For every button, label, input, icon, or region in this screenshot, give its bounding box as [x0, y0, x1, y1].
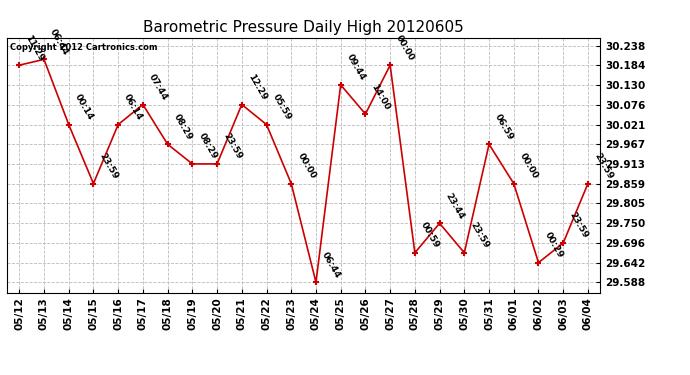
Text: 00:00: 00:00 [518, 152, 540, 181]
Text: 00:00: 00:00 [394, 33, 416, 62]
Text: 00:14: 00:14 [73, 93, 95, 122]
Text: Copyright 2012 Cartronics.com: Copyright 2012 Cartronics.com [10, 43, 157, 52]
Text: 08:29: 08:29 [197, 132, 219, 161]
Text: 06:44: 06:44 [48, 27, 70, 57]
Text: 23:59: 23:59 [469, 220, 491, 250]
Text: 06:44: 06:44 [320, 250, 342, 279]
Text: 08:29: 08:29 [172, 112, 194, 141]
Text: 23:59: 23:59 [221, 132, 244, 161]
Title: Barometric Pressure Daily High 20120605: Barometric Pressure Daily High 20120605 [144, 20, 464, 35]
Text: 23:44: 23:44 [444, 191, 466, 220]
Text: 07:44: 07:44 [147, 72, 169, 102]
Text: 09:44: 09:44 [345, 53, 367, 82]
Text: 00:29: 00:29 [542, 231, 564, 260]
Text: 14:00: 14:00 [370, 82, 392, 111]
Text: 06:14: 06:14 [122, 93, 144, 122]
Text: 23:59: 23:59 [97, 152, 120, 181]
Text: 06:59: 06:59 [493, 112, 515, 141]
Text: 00:00: 00:00 [295, 152, 317, 181]
Text: 23:59: 23:59 [592, 152, 614, 181]
Text: 00:59: 00:59 [419, 221, 441, 250]
Text: 12:29: 12:29 [246, 72, 268, 102]
Text: 05:59: 05:59 [270, 93, 293, 122]
Text: 23:59: 23:59 [567, 211, 589, 240]
Text: 11:29: 11:29 [23, 33, 46, 62]
